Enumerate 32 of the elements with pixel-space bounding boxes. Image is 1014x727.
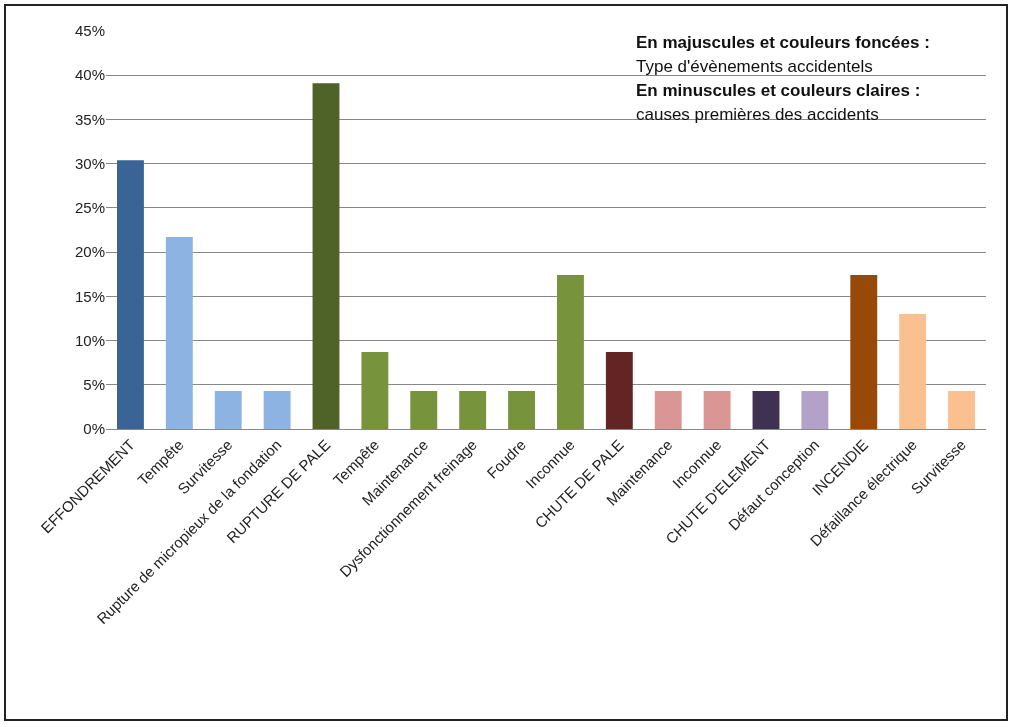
annotation: En minuscules et couleurs claires : bbox=[636, 81, 921, 100]
bar bbox=[801, 390, 829, 429]
y-tick-label: 15% bbox=[74, 287, 105, 305]
bar bbox=[117, 160, 144, 429]
bar bbox=[850, 275, 878, 429]
bar bbox=[214, 390, 242, 429]
y-tick-label: 5% bbox=[83, 376, 105, 394]
bar bbox=[459, 390, 487, 429]
annotation: Type d'évènements accidentels bbox=[636, 57, 873, 76]
bar bbox=[752, 390, 780, 429]
bar bbox=[899, 314, 927, 429]
y-tick-label: 30% bbox=[74, 154, 105, 172]
bar bbox=[948, 390, 975, 429]
bar bbox=[605, 352, 633, 429]
annotation: En majuscules et couleurs foncées : bbox=[636, 33, 930, 52]
bar bbox=[361, 352, 389, 429]
y-tick-label: 35% bbox=[74, 110, 105, 128]
y-tick-label: 40% bbox=[74, 66, 105, 84]
y-tick-label: 25% bbox=[74, 199, 105, 217]
bar bbox=[263, 390, 291, 429]
bar bbox=[410, 390, 438, 429]
bar bbox=[703, 390, 731, 429]
bar bbox=[557, 275, 584, 429]
y-tick-label: 0% bbox=[83, 420, 105, 438]
y-tick-label: 20% bbox=[74, 243, 105, 261]
y-tick-label: 45% bbox=[74, 22, 105, 40]
bar bbox=[312, 83, 340, 429]
y-tick-label: 10% bbox=[74, 331, 105, 349]
annotation: causes premières des accidents bbox=[636, 105, 879, 124]
bar bbox=[508, 390, 535, 429]
bar bbox=[165, 237, 193, 429]
bar bbox=[654, 390, 682, 429]
